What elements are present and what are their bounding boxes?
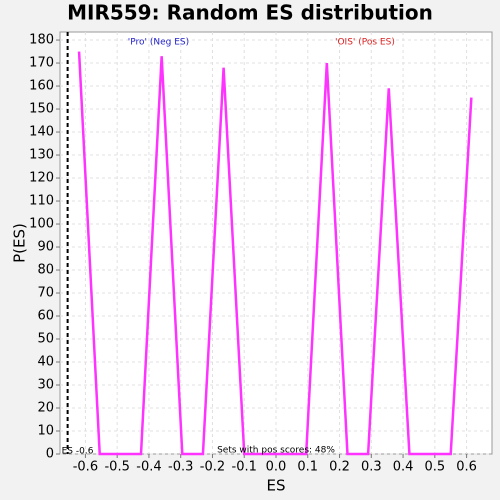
x-tick-label: 0.1 <box>297 460 318 475</box>
x-tick-label: 0.0 <box>266 460 287 475</box>
y-tick-label: 0 <box>46 447 54 462</box>
x-tick-label: -0.3 <box>168 460 193 475</box>
es-label: ES -0.6 <box>62 447 94 457</box>
x-tick-label: -0.5 <box>104 460 129 475</box>
y-tick-label: 80 <box>37 263 54 278</box>
annotation: 'OIS' (Pos ES) <box>335 38 395 48</box>
y-tick-label: 40 <box>37 355 54 370</box>
y-tick-label: 130 <box>29 148 54 163</box>
y-tick-label: 120 <box>29 171 54 186</box>
x-tick-label: 0.4 <box>393 460 414 475</box>
line <box>77 51 473 456</box>
y-tick-label: 100 <box>29 217 54 232</box>
y-tick-label: 10 <box>37 424 54 439</box>
x-tick-label: -0.2 <box>200 460 225 475</box>
y-tick-label: 70 <box>37 286 54 301</box>
y-axis-label: P(ES) <box>11 223 29 263</box>
y-tick-label: 150 <box>29 102 54 117</box>
y-tick-label: 180 <box>29 33 54 48</box>
y-tick-label: 140 <box>29 125 54 140</box>
x-axis-label: ES <box>267 477 286 495</box>
y-tick-label: 170 <box>29 56 54 71</box>
y-tick-label: 110 <box>29 194 54 209</box>
x-tick-label: 0.3 <box>361 460 382 475</box>
y-tick-label: 90 <box>37 240 54 255</box>
x-tick-label: -0.4 <box>136 460 161 475</box>
y-tick-label: 160 <box>29 79 54 94</box>
y-tick-label: 60 <box>37 309 54 324</box>
x-tick-label: -0.1 <box>232 460 257 475</box>
y-tick-label: 20 <box>37 401 54 416</box>
annotation: 'Pro' (Neg ES) <box>128 38 189 48</box>
x-tick-label: 0.6 <box>456 460 477 475</box>
x-tick-label: 0.2 <box>329 460 350 475</box>
annotation: Sets with pos scores: 48% <box>217 446 335 456</box>
x-tick-label: -0.6 <box>73 460 98 475</box>
y-tick-label: 50 <box>37 332 54 347</box>
chart-title: MIR559: Random ES distribution <box>67 1 433 25</box>
y-tick-label: 30 <box>37 378 54 393</box>
x-tick-label: 0.5 <box>424 460 445 475</box>
